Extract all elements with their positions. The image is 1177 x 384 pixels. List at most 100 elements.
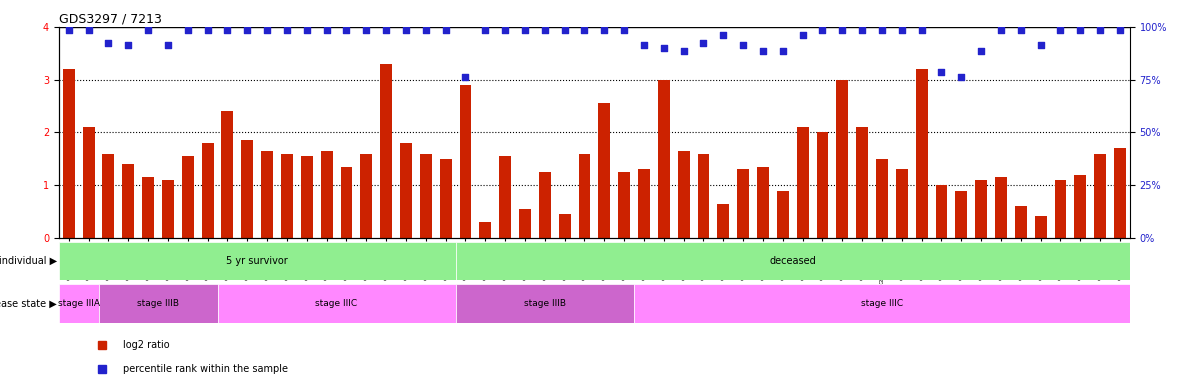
Text: deceased: deceased (770, 256, 816, 266)
Bar (837, 80, 849, 238)
Point (813, 26, 832, 33)
Bar (698, 154, 710, 238)
Bar (817, 132, 829, 238)
Point (337, 26, 355, 33)
Point (654, 45, 673, 51)
Bar (82, 127, 94, 238)
Bar (1095, 154, 1106, 238)
Bar (162, 180, 174, 238)
Bar (142, 177, 154, 238)
Point (576, 26, 594, 33)
Bar (638, 169, 650, 238)
Bar (757, 167, 769, 238)
Text: 5 yr survivor: 5 yr survivor (226, 256, 288, 266)
Point (139, 26, 158, 33)
Bar (579, 154, 591, 238)
Bar (539, 172, 551, 238)
Bar (400, 143, 412, 238)
Point (556, 26, 574, 33)
Point (714, 32, 733, 38)
Point (179, 26, 198, 33)
Bar (1015, 207, 1026, 238)
Bar (717, 204, 730, 238)
Point (417, 26, 435, 33)
Bar (62, 69, 74, 238)
Text: stage IIIA: stage IIIA (58, 299, 100, 308)
Bar (658, 80, 670, 238)
Bar (777, 190, 789, 238)
Point (536, 26, 554, 33)
Bar (737, 169, 749, 238)
Bar (797, 127, 809, 238)
Point (912, 26, 931, 33)
Point (733, 42, 752, 48)
Bar (181, 156, 194, 238)
Bar (420, 154, 432, 238)
Point (614, 26, 633, 33)
FancyBboxPatch shape (218, 284, 455, 323)
Point (1091, 26, 1110, 33)
Bar (479, 222, 491, 238)
FancyBboxPatch shape (59, 284, 99, 323)
FancyBboxPatch shape (59, 242, 455, 280)
Point (455, 74, 474, 80)
Text: GDS3297 / 7213: GDS3297 / 7213 (59, 13, 161, 26)
Point (298, 26, 317, 33)
Bar (876, 159, 887, 238)
Bar (976, 180, 988, 238)
Point (991, 26, 1010, 33)
Bar (122, 164, 134, 238)
Point (872, 26, 891, 33)
Point (972, 48, 991, 54)
Point (1071, 26, 1090, 33)
Text: stage IIIC: stage IIIC (315, 299, 358, 308)
Point (278, 26, 297, 33)
Bar (678, 151, 690, 238)
Bar (440, 159, 452, 238)
Point (357, 26, 375, 33)
Text: stage IIIB: stage IIIB (524, 299, 566, 308)
Point (397, 26, 415, 33)
Point (377, 26, 395, 33)
Text: individual ▶: individual ▶ (0, 256, 56, 266)
Bar (241, 141, 253, 238)
Text: stage IIIB: stage IIIB (137, 299, 179, 308)
Point (119, 42, 138, 48)
Bar (320, 151, 333, 238)
Bar (956, 190, 967, 238)
FancyBboxPatch shape (634, 284, 1130, 323)
Point (674, 48, 693, 54)
Bar (360, 154, 372, 238)
Bar (380, 64, 392, 238)
Bar (1075, 175, 1086, 238)
Bar (618, 172, 630, 238)
Point (1011, 26, 1030, 33)
Bar (221, 111, 233, 238)
Point (198, 26, 217, 33)
Point (99, 40, 118, 46)
Point (238, 26, 257, 33)
Bar (1035, 216, 1046, 238)
Text: log2 ratio: log2 ratio (124, 340, 169, 350)
Point (853, 26, 872, 33)
Bar (340, 167, 352, 238)
Point (793, 32, 812, 38)
Point (159, 42, 178, 48)
Bar (598, 103, 610, 238)
Bar (459, 85, 472, 238)
Point (437, 26, 455, 33)
Point (318, 26, 337, 33)
FancyBboxPatch shape (99, 284, 218, 323)
Bar (281, 154, 293, 238)
Bar (301, 156, 313, 238)
Bar (1055, 180, 1066, 238)
Bar (856, 127, 869, 238)
Bar (201, 143, 213, 238)
Point (1111, 26, 1130, 33)
Bar (936, 185, 947, 238)
Bar (102, 154, 114, 238)
Bar (499, 156, 511, 238)
Bar (896, 169, 907, 238)
FancyBboxPatch shape (455, 284, 634, 323)
Point (1031, 42, 1050, 48)
